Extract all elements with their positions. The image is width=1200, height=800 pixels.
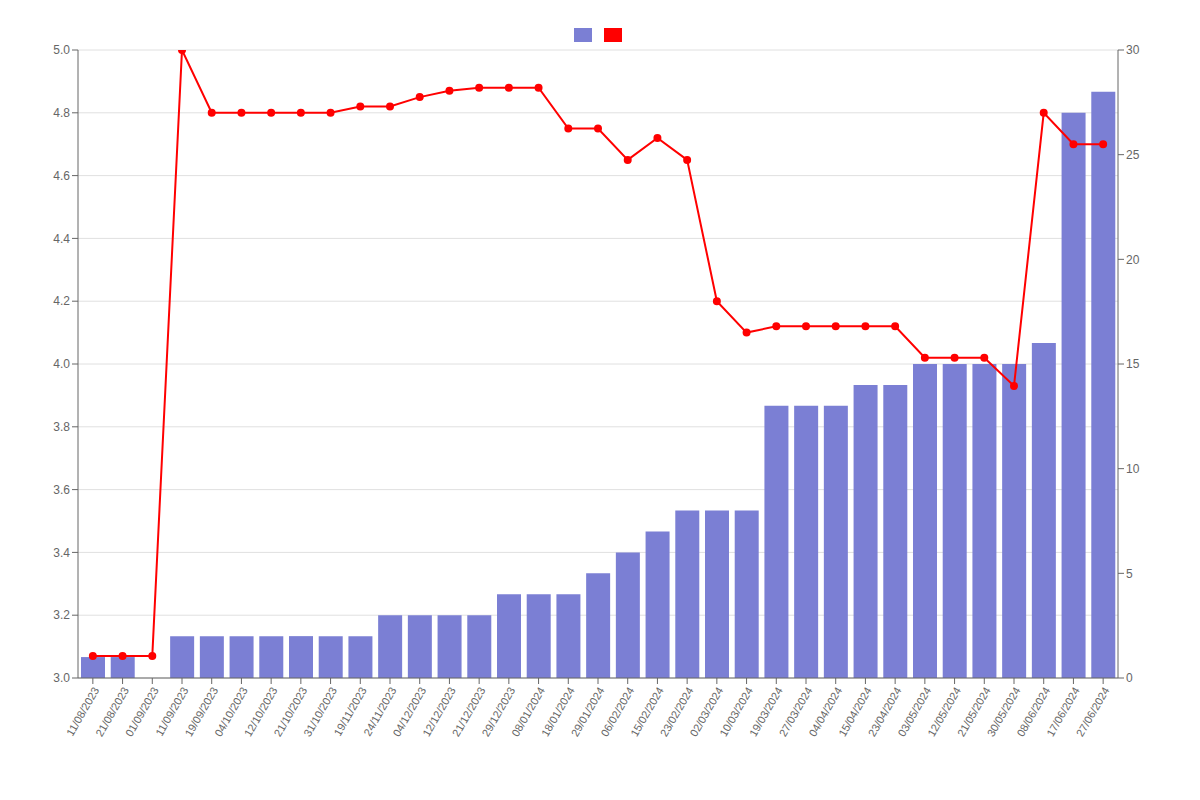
- svg-text:25: 25: [1126, 148, 1140, 162]
- svg-text:12/10/2023: 12/10/2023: [241, 684, 280, 739]
- svg-text:30/05/2024: 30/05/2024: [984, 684, 1023, 739]
- svg-text:08/06/2024: 08/06/2024: [1014, 684, 1053, 739]
- svg-text:24/11/2023: 24/11/2023: [361, 684, 399, 738]
- svg-text:19/03/2024: 19/03/2024: [746, 684, 785, 739]
- svg-text:02/03/2024: 02/03/2024: [687, 684, 726, 739]
- svg-text:3.6: 3.6: [53, 483, 70, 497]
- svg-text:23/04/2024: 23/04/2024: [865, 684, 904, 739]
- svg-text:11/08/2023: 11/08/2023: [63, 684, 102, 738]
- svg-text:21/10/2023: 21/10/2023: [271, 684, 310, 739]
- svg-text:27/06/2024: 27/06/2024: [1074, 685, 1112, 739]
- svg-text:4.0: 4.0: [53, 357, 70, 371]
- svg-text:10: 10: [1126, 462, 1140, 476]
- svg-text:04/12/2023: 04/12/2023: [390, 684, 429, 739]
- svg-text:19/11/2023: 19/11/2023: [331, 684, 369, 738]
- svg-text:3.4: 3.4: [53, 546, 70, 560]
- svg-text:4.8: 4.8: [53, 106, 70, 120]
- svg-text:4.4: 4.4: [53, 232, 70, 246]
- svg-text:0: 0: [1126, 671, 1133, 685]
- svg-text:19/09/2023: 19/09/2023: [182, 684, 221, 739]
- svg-text:23/02/2024: 23/02/2024: [657, 684, 696, 739]
- svg-text:29/12/2023: 29/12/2023: [479, 684, 518, 739]
- svg-text:15/02/2024: 15/02/2024: [628, 684, 666, 739]
- svg-text:12/05/2024: 12/05/2024: [925, 684, 964, 739]
- svg-text:18/01/2024: 18/01/2024: [538, 684, 577, 739]
- svg-text:17/06/2024: 17/06/2024: [1044, 684, 1082, 739]
- svg-text:21/12/2023: 21/12/2023: [449, 684, 488, 739]
- svg-text:21/05/2024: 21/05/2024: [954, 684, 993, 739]
- svg-text:4.6: 4.6: [53, 169, 70, 183]
- svg-text:06/02/2024: 06/02/2024: [598, 684, 637, 739]
- svg-text:12/12/2023: 12/12/2023: [420, 684, 458, 739]
- svg-text:4.2: 4.2: [53, 294, 70, 308]
- svg-text:15: 15: [1126, 357, 1140, 371]
- svg-text:15/04/2024: 15/04/2024: [836, 684, 874, 739]
- svg-text:3.2: 3.2: [53, 608, 70, 622]
- svg-text:03/05/2024: 03/05/2024: [895, 684, 934, 739]
- svg-text:21/08/2023: 21/08/2023: [93, 684, 132, 739]
- svg-text:27/03/2024: 27/03/2024: [776, 684, 815, 739]
- svg-text:08/01/2024: 08/01/2024: [509, 684, 548, 739]
- svg-text:04/10/2023: 04/10/2023: [212, 684, 250, 739]
- svg-text:3.8: 3.8: [53, 420, 70, 434]
- svg-text:20: 20: [1126, 253, 1140, 267]
- svg-text:3.0: 3.0: [53, 671, 70, 685]
- svg-text:5: 5: [1126, 567, 1133, 581]
- svg-text:11/09/2023: 11/09/2023: [153, 684, 191, 738]
- svg-text:30: 30: [1126, 43, 1140, 57]
- svg-text:5.0: 5.0: [53, 43, 70, 57]
- svg-text:01/09/2023: 01/09/2023: [122, 684, 161, 739]
- svg-text:29/01/2024: 29/01/2024: [568, 684, 607, 739]
- svg-text:10/03/2024: 10/03/2024: [717, 684, 756, 739]
- svg-text:04/04/2024: 04/04/2024: [806, 684, 845, 739]
- svg-text:31/10/2023: 31/10/2023: [301, 684, 340, 739]
